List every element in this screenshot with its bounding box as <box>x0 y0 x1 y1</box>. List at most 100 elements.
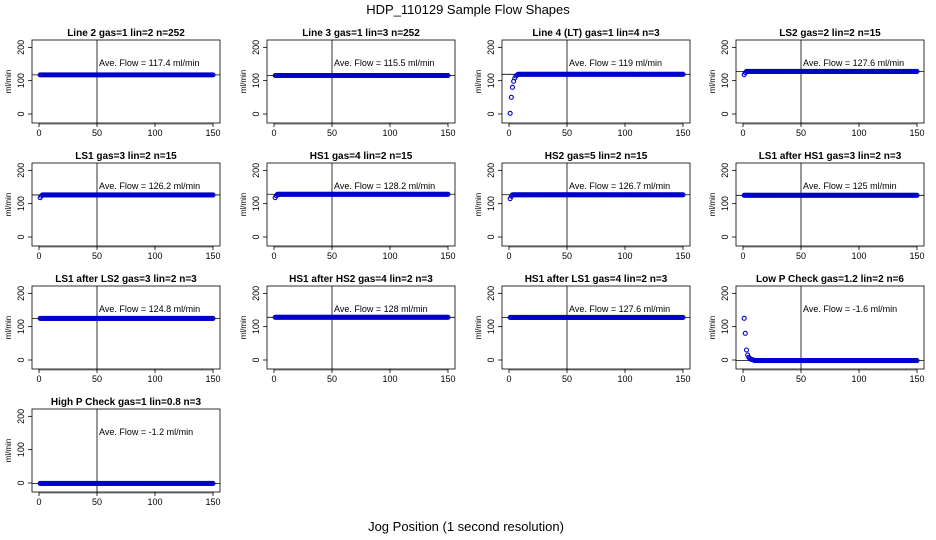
x-tick-label: 0 <box>740 128 745 138</box>
data-points <box>507 314 686 321</box>
panel-title: Low P Check gas=1.2 lin=2 n=6 <box>756 274 904 285</box>
average-flow-annotation: Ave. Flow = 128.2 ml/min <box>334 181 435 191</box>
chart-panel-13: High P Check gas=1 lin=0.8 n=3 0 50 100 150 0… <box>4 397 221 507</box>
chart-panel-6: HS1 gas=4 lin=2 n=15 0 50 100 150 0 100 200 ml/m… <box>239 151 456 261</box>
y-axis-label: ml/min <box>4 316 13 340</box>
x-tick-label: 0 <box>271 374 276 384</box>
y-axis-label: ml/min <box>474 316 483 340</box>
x-tick-label: 0 <box>506 374 511 384</box>
plot-frame <box>266 39 456 124</box>
y-tick-label: 100 <box>720 73 730 88</box>
x-tick-label: 0 <box>740 251 745 261</box>
x-tick-label: 150 <box>909 251 924 261</box>
x-tick-label: 100 <box>382 374 397 384</box>
data-point <box>445 314 451 320</box>
panel-title: Line 4 (LT) gas=1 lin=4 n=3 <box>532 28 660 39</box>
x-tick-label: 50 <box>327 128 337 138</box>
y-axis-label: ml/min <box>474 193 483 217</box>
y-tick-label: 100 <box>720 196 730 211</box>
x-tick-label: 150 <box>205 374 220 384</box>
x-tick-label: 150 <box>675 374 690 384</box>
x-tick-label: 150 <box>205 128 220 138</box>
x-tick-label: 150 <box>205 251 220 261</box>
data-points <box>741 315 920 364</box>
chart-panel-9: LS1 after LS2 gas=3 lin=2 n=3 0 50 100 150 0 1… <box>4 274 221 384</box>
y-tick-label: 0 <box>720 234 730 239</box>
x-tick-label: 50 <box>562 374 572 384</box>
data-points <box>272 191 451 201</box>
plot-frame <box>266 162 456 247</box>
y-tick-label: 200 <box>16 40 26 55</box>
x-tick-label: 100 <box>147 251 162 261</box>
y-axis-label: ml/min <box>474 70 483 94</box>
y-tick-label: 0 <box>16 480 26 485</box>
x-tick-label: 0 <box>506 251 511 261</box>
average-flow-annotation: Ave. Flow = -1.6 ml/min <box>803 304 897 314</box>
y-tick-label: 0 <box>251 111 261 116</box>
x-tick-label: 150 <box>440 128 455 138</box>
y-axis-label: ml/min <box>4 439 13 463</box>
plot-frame <box>735 39 925 124</box>
x-tick-label: 150 <box>675 128 690 138</box>
y-tick-label: 100 <box>251 196 261 211</box>
x-tick-label: 100 <box>147 374 162 384</box>
x-tick-label: 150 <box>440 374 455 384</box>
x-tick-label: 50 <box>796 251 806 261</box>
data-point <box>914 192 920 198</box>
data-point <box>507 110 513 116</box>
y-axis-label: ml/min <box>708 193 717 217</box>
y-tick-label: 0 <box>486 357 496 362</box>
chart-panel-7: HS2 gas=5 lin=2 n=15 0 50 100 150 0 100 200 ml/m… <box>474 151 691 261</box>
x-tick-label: 0 <box>271 251 276 261</box>
data-point <box>914 357 920 364</box>
y-tick-label: 0 <box>16 357 26 362</box>
y-axis-label: ml/min <box>4 193 13 217</box>
panel-title: HS1 after HS2 gas=4 lin=2 n=3 <box>289 274 433 285</box>
x-tick-label: 100 <box>382 128 397 138</box>
x-tick-label: 150 <box>205 497 220 507</box>
x-tick-label: 100 <box>147 497 162 507</box>
x-tick-label: 50 <box>796 374 806 384</box>
y-tick-label: 100 <box>16 196 26 211</box>
data-points <box>272 314 451 320</box>
x-tick-label: 50 <box>92 374 102 384</box>
average-flow-annotation: Ave. Flow = 124.8 ml/min <box>99 304 200 314</box>
x-tick-label: 150 <box>909 128 924 138</box>
data-point <box>210 480 216 486</box>
chart-panel-4: LS2 gas=2 lin=2 n=15 0 50 100 150 0 100 200 ml/m… <box>708 28 925 138</box>
data-points <box>507 192 686 202</box>
x-tick-label: 50 <box>92 251 102 261</box>
y-tick-label: 100 <box>251 319 261 334</box>
chart-panel-5: LS1 gas=3 lin=2 n=15 0 50 100 150 0 100 200 ml/m… <box>4 151 221 261</box>
x-tick-label: 100 <box>617 374 632 384</box>
data-point <box>741 315 747 321</box>
average-flow-annotation: Ave. Flow = 119 ml/min <box>569 58 662 68</box>
panel-title: LS2 gas=2 lin=2 n=15 <box>779 28 881 39</box>
x-tick-label: 100 <box>851 251 866 261</box>
data-point <box>445 191 451 197</box>
y-tick-label: 200 <box>486 163 496 178</box>
y-tick-label: 200 <box>720 40 730 55</box>
x-tick-label: 50 <box>562 128 572 138</box>
x-tick-label: 0 <box>36 497 41 507</box>
x-tick-label: 100 <box>851 374 866 384</box>
average-flow-annotation: Ave. Flow = 127.6 ml/min <box>803 58 904 68</box>
x-tick-label: 50 <box>92 128 102 138</box>
y-tick-label: 100 <box>251 73 261 88</box>
chart-panel-3: Line 4 (LT) gas=1 lin=4 n=3 0 50 100 150 0 100… <box>474 28 691 138</box>
x-tick-label: 100 <box>617 251 632 261</box>
y-tick-label: 200 <box>16 409 26 424</box>
y-tick-label: 0 <box>251 234 261 239</box>
panel-title: LS1 gas=3 lin=2 n=15 <box>75 151 177 162</box>
y-tick-label: 100 <box>720 319 730 334</box>
y-axis-label: ml/min <box>239 70 248 94</box>
y-tick-label: 200 <box>251 163 261 178</box>
data-points <box>37 480 216 486</box>
x-tick-label: 0 <box>36 374 41 384</box>
y-tick-label: 100 <box>16 319 26 334</box>
average-flow-annotation: Ave. Flow = 126.2 ml/min <box>99 181 200 191</box>
y-tick-label: 200 <box>486 40 496 55</box>
y-axis-label: ml/min <box>239 316 248 340</box>
